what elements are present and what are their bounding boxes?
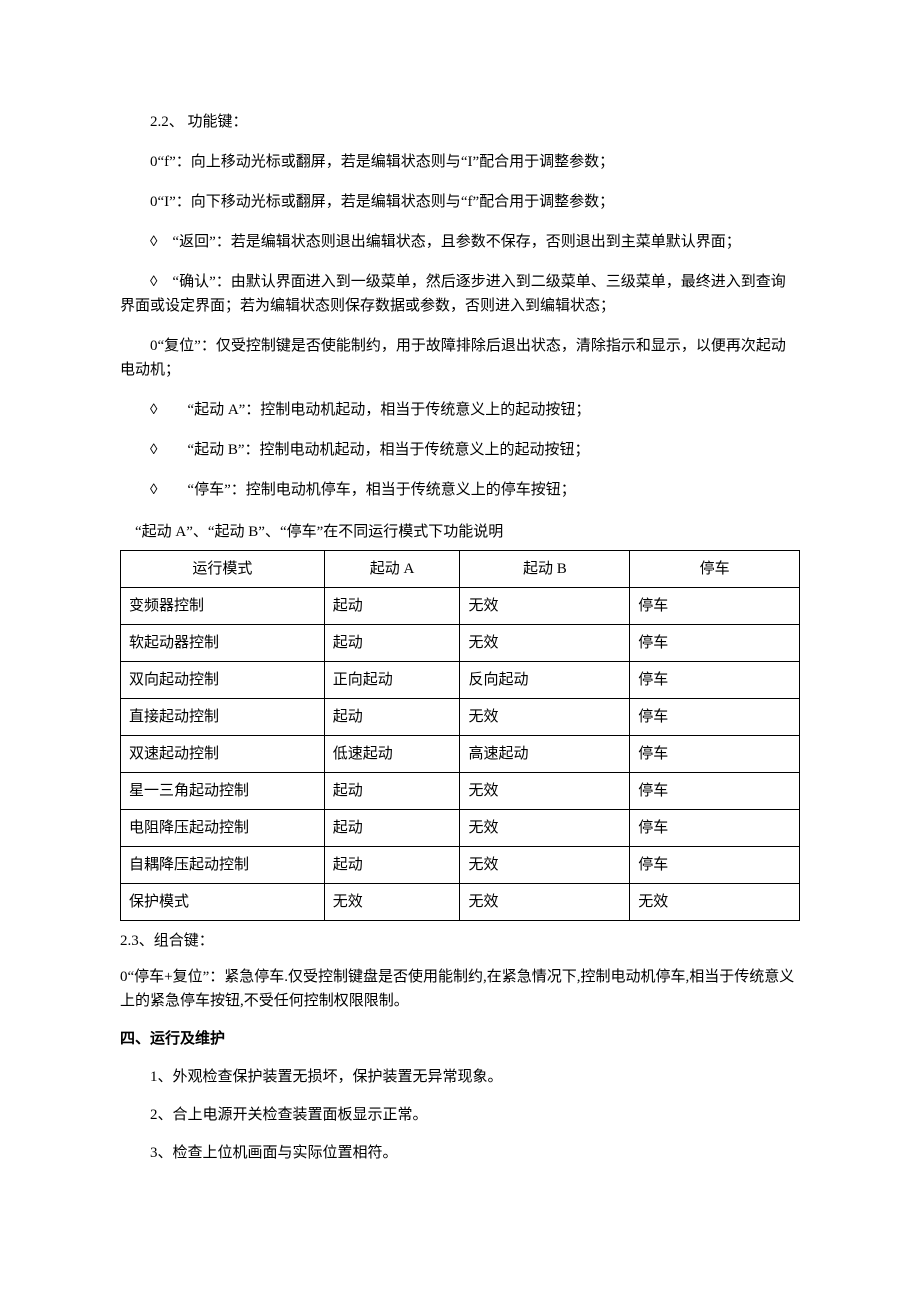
table-cell: 停车 bbox=[630, 699, 800, 736]
table-header: 起动 B bbox=[460, 551, 630, 588]
table-cell: 自耦降压起动控制 bbox=[121, 847, 325, 884]
table-cell: 软起动器控制 bbox=[121, 625, 325, 662]
table-cell: 无效 bbox=[460, 810, 630, 847]
table-cell: 无效 bbox=[630, 884, 800, 921]
fn-key-reset: 0“复位”：仅受控制键是否使能制约，用于故障排除后退出状态，清除指示和显示，以便… bbox=[120, 334, 800, 382]
table-cell: 星一三角起动控制 bbox=[121, 773, 325, 810]
table-cell: 无效 bbox=[460, 847, 630, 884]
table-row: 自耦降压起动控制起动无效停车 bbox=[121, 847, 800, 884]
table-cell: 停车 bbox=[630, 847, 800, 884]
table-cell: 双向起动控制 bbox=[121, 662, 325, 699]
table-cell: 起动 bbox=[324, 625, 460, 662]
table-row: 双向起动控制正向起动反向起动停车 bbox=[121, 662, 800, 699]
table-cell: 反向起动 bbox=[460, 662, 630, 699]
table-cell: 无效 bbox=[460, 884, 630, 921]
table-cell: 低速起动 bbox=[324, 736, 460, 773]
table-cell: 无效 bbox=[460, 773, 630, 810]
table-cell: 起动 bbox=[324, 847, 460, 884]
table-cell: 停车 bbox=[630, 773, 800, 810]
fn-key-start-b: ◊ “起动 B”：控制电动机起动，相当于传统意义上的起动按钮； bbox=[120, 438, 800, 462]
table-cell: 双速起动控制 bbox=[121, 736, 325, 773]
maint-item-3: 3、检查上位机画面与实际位置相符。 bbox=[120, 1141, 800, 1165]
table-header: 运行模式 bbox=[121, 551, 325, 588]
section-4-header: 四、运行及维护 bbox=[120, 1027, 800, 1051]
mode-function-table: 运行模式 起动 A 起动 B 停车 变频器控制起动无效停车软起动器控制起动无效停… bbox=[120, 550, 800, 921]
section-2-2-title: 2.2、 功能键： bbox=[120, 110, 800, 134]
table-cell: 起动 bbox=[324, 810, 460, 847]
table-cell: 保护模式 bbox=[121, 884, 325, 921]
table-cell: 停车 bbox=[630, 588, 800, 625]
table-row: 双速起动控制低速起动高速起动停车 bbox=[121, 736, 800, 773]
table-cell: 正向起动 bbox=[324, 662, 460, 699]
table-cell: 直接起动控制 bbox=[121, 699, 325, 736]
table-header: 停车 bbox=[630, 551, 800, 588]
table-cell: 无效 bbox=[460, 588, 630, 625]
table-cell: 停车 bbox=[630, 662, 800, 699]
table-caption: “起动 A”、“起动 B”、“停车”在不同运行模式下功能说明 bbox=[120, 520, 800, 544]
fn-key-f: 0“f”：向上移动光标或翻屏，若是编辑状态则与“I”配合用于调整参数； bbox=[120, 150, 800, 174]
table-cell: 停车 bbox=[630, 736, 800, 773]
table-cell: 起动 bbox=[324, 588, 460, 625]
table-cell: 无效 bbox=[324, 884, 460, 921]
table-cell: 无效 bbox=[460, 625, 630, 662]
table-row: 星一三角起动控制起动无效停车 bbox=[121, 773, 800, 810]
table-row: 软起动器控制起动无效停车 bbox=[121, 625, 800, 662]
table-cell: 停车 bbox=[630, 810, 800, 847]
fn-key-confirm: ◊ “确认”：由默认界面进入到一级菜单，然后逐步进入到二级菜单、三级菜单，最终进… bbox=[120, 270, 800, 318]
fn-key-stop: ◊ “停车”：控制电动机停车，相当于传统意义上的停车按钮； bbox=[120, 478, 800, 502]
table-cell: 停车 bbox=[630, 625, 800, 662]
table-cell: 变频器控制 bbox=[121, 588, 325, 625]
fn-key-start-a: ◊ “起动 A”：控制电动机起动，相当于传统意义上的起动按钮； bbox=[120, 398, 800, 422]
table-row: 直接起动控制起动无效停车 bbox=[121, 699, 800, 736]
fn-key-return: ◊ “返回”：若是编辑状态则退出编辑状态，且参数不保存，否则退出到主菜单默认界面… bbox=[120, 230, 800, 254]
table-cell: 起动 bbox=[324, 699, 460, 736]
table-cell: 无效 bbox=[460, 699, 630, 736]
table-row: 电阻降压起动控制起动无效停车 bbox=[121, 810, 800, 847]
maint-item-2: 2、合上电源开关检查装置面板显示正常。 bbox=[120, 1103, 800, 1127]
table-cell: 电阻降压起动控制 bbox=[121, 810, 325, 847]
table-row: 保护模式无效无效无效 bbox=[121, 884, 800, 921]
combo-key-desc: 0“停车+复位”：紧急停车.仅受控制键盘是否使用能制约,在紧急情况下,控制电动机… bbox=[120, 965, 800, 1013]
table-header: 起动 A bbox=[324, 551, 460, 588]
table-cell: 起动 bbox=[324, 773, 460, 810]
table-cell: 高速起动 bbox=[460, 736, 630, 773]
fn-key-i: 0“I”：向下移动光标或翻屏，若是编辑状态则与“f”配合用于调整参数； bbox=[120, 190, 800, 214]
maint-item-1: 1、外观检查保护装置无损坏，保护装置无异常现象。 bbox=[120, 1065, 800, 1089]
section-2-3-title: 2.3、组合键： bbox=[120, 929, 800, 953]
table-row: 变频器控制起动无效停车 bbox=[121, 588, 800, 625]
table-header-row: 运行模式 起动 A 起动 B 停车 bbox=[121, 551, 800, 588]
